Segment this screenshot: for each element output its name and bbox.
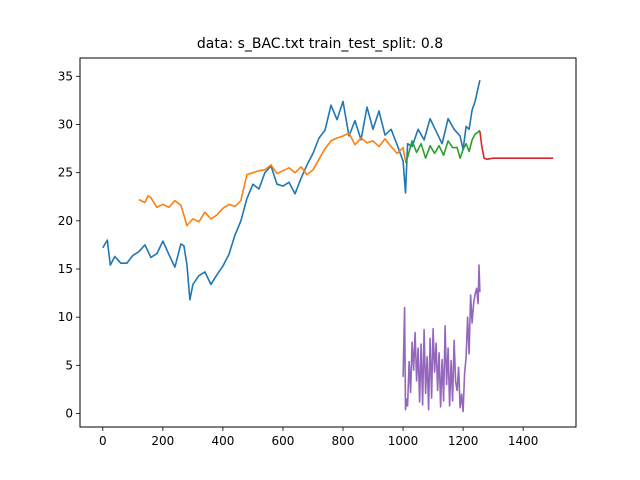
- x-tick-label: 800: [332, 434, 355, 448]
- x-axis: 0 200 400 600 800 1000 1200 1400: [99, 427, 538, 448]
- x-tick-label: 1000: [388, 434, 419, 448]
- series-line-2: [404, 129, 481, 164]
- x-tick-label: 600: [272, 434, 295, 448]
- series-line-4: [402, 264, 481, 413]
- plot-frame: [79, 57, 577, 428]
- y-tick-label: 25: [58, 166, 73, 180]
- y-tick-label: 10: [58, 310, 73, 324]
- chart-title: data: s_BAC.txt train_test_split: 0.8: [197, 36, 443, 52]
- series-line-0: [102, 80, 481, 301]
- y-axis: 0 5 10 15 20 25 30 35: [58, 69, 80, 421]
- y-tick-label: 15: [58, 262, 73, 276]
- series-line-3: [479, 131, 554, 160]
- x-tick-label: 1200: [448, 434, 479, 448]
- y-tick-label: 30: [58, 117, 73, 131]
- x-tick-label: 200: [151, 434, 174, 448]
- x-tick-label: 400: [211, 434, 234, 448]
- y-tick-label: 5: [65, 358, 73, 372]
- y-tick-label: 20: [58, 214, 73, 228]
- series-line-1: [138, 132, 407, 227]
- y-tick-label: 0: [65, 407, 73, 421]
- series-layer: [102, 80, 554, 413]
- x-tick-label: 1400: [508, 434, 539, 448]
- x-tick-label: 0: [99, 434, 107, 448]
- y-tick-label: 35: [58, 69, 73, 83]
